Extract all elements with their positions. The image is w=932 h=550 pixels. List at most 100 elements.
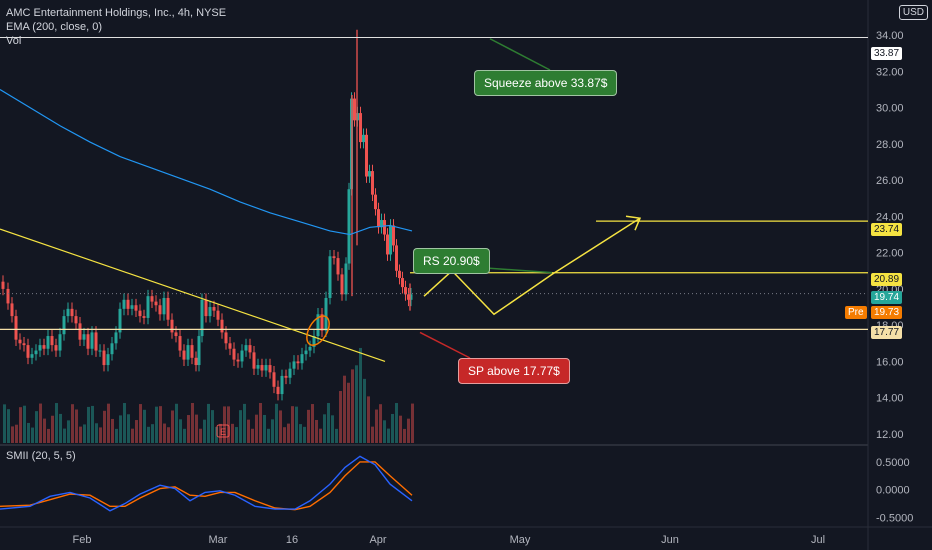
candle-body (18, 339, 22, 344)
candle-body (256, 365, 260, 369)
candle-body (320, 314, 324, 331)
candle-body (328, 256, 332, 298)
candle-body (236, 359, 240, 362)
volume-bar (207, 403, 210, 443)
volume-bar (211, 410, 214, 443)
volume-bar (199, 428, 202, 443)
candle-body (118, 308, 122, 333)
volume-bar (59, 413, 62, 443)
candle-body (146, 296, 150, 318)
candle-body (170, 319, 174, 333)
candle-body (194, 357, 198, 366)
volume-bar (63, 428, 66, 443)
candle-body (240, 350, 244, 362)
candle-body (94, 332, 98, 351)
indicator-axis-tick: -0.5000 (876, 512, 913, 524)
volume-bar (191, 403, 194, 443)
candle-body (284, 375, 288, 378)
volume-bar (87, 406, 90, 443)
indicator-legend[interactable]: SMII (20, 5, 5) (6, 450, 76, 462)
candle-body (220, 319, 224, 333)
candle-body (353, 98, 356, 121)
pre-market-label: Pre (845, 306, 867, 319)
candle-body (98, 350, 102, 352)
volume-bar (243, 403, 246, 443)
candle-body (70, 308, 74, 317)
price-axis-tick: 12.00 (876, 429, 904, 441)
support-price-tag: 17.77 (871, 326, 903, 339)
volume-bar (399, 415, 402, 443)
candle-body (377, 209, 380, 228)
candle-body (54, 345, 58, 351)
price-axis-tick: 32.00 (876, 66, 904, 78)
indicator-axis-tick: 0.5000 (876, 457, 910, 469)
volume-bar (363, 378, 366, 443)
volume-bar (335, 428, 338, 443)
candle-body (50, 336, 54, 346)
volume-bar (379, 404, 382, 443)
candle-body (308, 346, 312, 351)
volume-bar (287, 423, 290, 443)
candle-body (292, 361, 296, 369)
candle-body (78, 323, 82, 340)
ema-legend[interactable]: EMA (200, close, 0) (6, 21, 102, 33)
price-axis-tick: 34.00 (876, 30, 904, 42)
candle-body (74, 316, 78, 324)
candle-body (122, 299, 126, 309)
candle-body (190, 345, 194, 358)
volume-bar (135, 420, 138, 443)
candle-body (224, 332, 228, 344)
volume-legend[interactable]: Vol (6, 35, 22, 47)
rs-callout-pointer (485, 267, 553, 274)
volume-bar (283, 427, 286, 443)
volume-bar (19, 407, 22, 443)
volume-bar (167, 427, 170, 443)
candle-body (110, 343, 114, 355)
candle-body (316, 314, 320, 337)
volume-bar (235, 427, 238, 443)
candle-body (371, 171, 374, 195)
candle-body (106, 354, 110, 366)
currency-badge[interactable]: USD (898, 5, 928, 20)
candle-body (386, 234, 389, 255)
volume-bar (323, 414, 326, 443)
volume-bar (299, 424, 302, 443)
candle-body (130, 305, 134, 309)
candle-body (324, 297, 328, 331)
squeeze-callout[interactable]: Squeeze above 33.87$ (474, 70, 618, 96)
sp-callout[interactable]: SP above 17.77$ (458, 358, 570, 384)
time-axis-tick: Apr (369, 534, 386, 546)
candle-body (82, 334, 86, 340)
indicator-axis-tick: 0.0000 (876, 485, 910, 497)
volume-bar (407, 418, 410, 443)
time-axis-tick: Feb (73, 534, 92, 546)
volume-bar (111, 418, 114, 443)
projected-arrowhead (625, 215, 642, 231)
volume-bar (91, 405, 94, 443)
volume-bar (315, 419, 318, 443)
candle-body (138, 310, 142, 317)
candle-body (66, 308, 70, 317)
candle-body (280, 375, 284, 395)
volume-bar (3, 404, 6, 443)
candle-body (347, 189, 351, 264)
volume-bar (159, 406, 162, 443)
target-price-tag: 23.74 (871, 223, 903, 236)
candle-body (368, 171, 371, 177)
volume-bar (267, 428, 270, 443)
smi-signal-line (0, 461, 413, 511)
volume-bar (359, 347, 362, 443)
candle-body (1, 281, 5, 289)
candle-body (232, 348, 236, 360)
symbol-title[interactable]: AMC Entertainment Holdings, Inc., 4h, NY… (6, 7, 227, 19)
rs-callout[interactable]: RS 20.90$ (413, 248, 490, 274)
candle-body (90, 332, 94, 349)
volume-bar (251, 428, 254, 443)
volume-bar (259, 403, 262, 443)
candle-body (154, 301, 158, 306)
volume-bar (307, 409, 310, 443)
candle-body (365, 134, 368, 177)
price-axis-tick: 26.00 (876, 175, 904, 187)
ema-200-line (0, 88, 413, 236)
